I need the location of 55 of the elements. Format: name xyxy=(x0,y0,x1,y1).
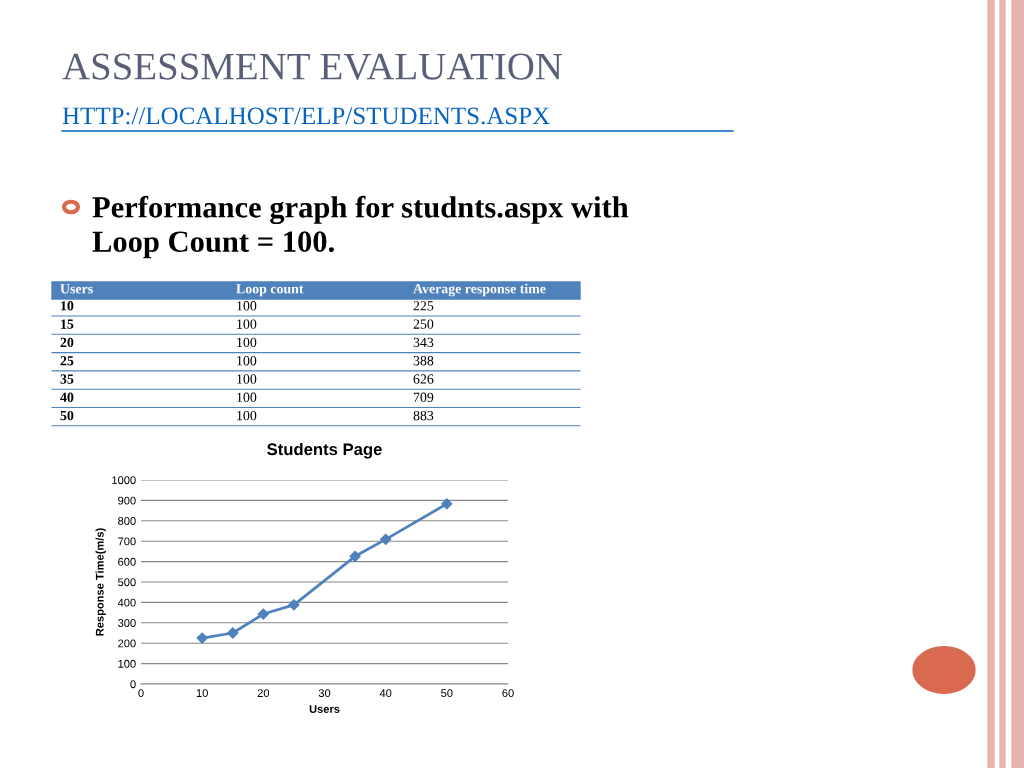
text: 100 xyxy=(237,392,257,402)
text: 40 xyxy=(60,392,74,402)
text: 883 xyxy=(413,410,434,421)
point xyxy=(227,627,239,639)
point xyxy=(196,632,208,644)
y-tick-label: 0 xyxy=(130,680,136,689)
text: 100 xyxy=(237,410,257,421)
y-tick-label: 500 xyxy=(118,578,136,587)
y-tick-label: 700 xyxy=(118,537,136,546)
text: 100 xyxy=(237,301,257,311)
point xyxy=(349,550,361,562)
point xyxy=(441,498,453,510)
text: 343 xyxy=(413,337,434,348)
y-tick-label: 100 xyxy=(118,659,136,668)
x-tick-label: 50 xyxy=(441,689,453,698)
text: 709 xyxy=(413,392,434,402)
text: Users xyxy=(60,284,93,294)
text: 10 xyxy=(61,301,74,311)
x-axis-title: Users xyxy=(309,705,340,713)
chart-title: Students Page xyxy=(267,442,382,459)
text: 225 xyxy=(413,301,434,311)
text: 50 xyxy=(60,410,74,421)
x-tick-label: 40 xyxy=(379,689,392,698)
text: 100 xyxy=(237,319,257,329)
text: HTTP://LOCALHOST/ELP/STUDENTS.ASPX xyxy=(62,107,550,125)
text: Performance graph for studnts.aspx with Loop Count = 100. xyxy=(92,195,629,259)
text: 388 xyxy=(413,356,434,366)
y-tick-label: 300 xyxy=(118,619,136,627)
text: 15 xyxy=(61,319,74,329)
x-tick-label: 60 xyxy=(502,689,514,698)
text: Average response time xyxy=(413,283,546,297)
text: ASSESSMENT EVALUATION xyxy=(62,53,563,80)
y-tick-label: 800 xyxy=(118,517,136,525)
text: 100 xyxy=(237,337,257,348)
x-tick-label: 20 xyxy=(257,689,270,698)
y-tick-label: 200 xyxy=(118,639,136,648)
text: 100 xyxy=(237,374,257,384)
text: Loop count xyxy=(236,284,304,297)
text: 626 xyxy=(413,374,434,384)
y-tick-label: 600 xyxy=(118,557,136,566)
point xyxy=(380,533,392,545)
text: 250 xyxy=(413,319,434,329)
text: 20 xyxy=(60,337,74,348)
x-tick-label: 0 xyxy=(138,689,144,698)
y-tick-label: 900 xyxy=(118,496,136,505)
x-tick-label: 10 xyxy=(196,689,208,698)
y-axis-title: Response Time(m/s) xyxy=(95,528,106,636)
y-tick-label: 1000 xyxy=(112,476,136,485)
point xyxy=(288,599,300,611)
text: 100 xyxy=(237,356,257,366)
point xyxy=(257,608,269,620)
x-tick-label: 30 xyxy=(318,689,331,698)
text: 35 xyxy=(60,374,74,384)
y-tick-label: 400 xyxy=(117,598,136,607)
text: 25 xyxy=(60,356,74,366)
